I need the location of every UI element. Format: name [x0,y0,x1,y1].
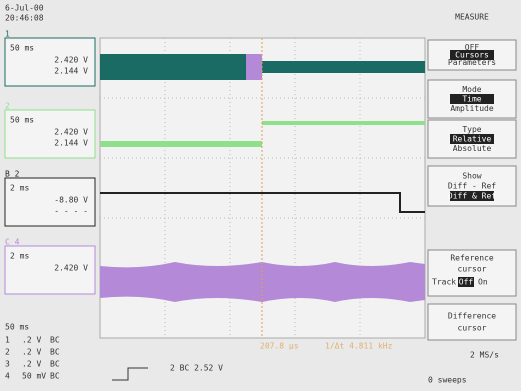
menu-text: Track [432,278,456,287]
channel-setting: BC [50,336,60,345]
menu-text: Relative [453,135,492,144]
menu-text: Diff - Ref [448,182,496,191]
menu-text: Amplitude [450,104,494,113]
channel-setting: BC [50,348,60,357]
timebase: 50 ms [5,323,29,332]
menu-text: On [478,278,488,287]
channel-value: 2.420 V [54,56,88,65]
menu-text: cursor [458,324,487,333]
channel-setting: 4 [5,372,10,381]
channel-label: C 4 [5,238,20,247]
menu-text: Time [462,95,481,104]
channel-timebase: 2 ms [10,252,29,261]
channel-timebase: 2 ms [10,184,29,193]
channel-setting: .2 V [22,336,41,345]
channel-setting: 50 mV [22,372,46,381]
channel-setting: 1 [5,336,10,345]
channel-value: 2.420 V [54,128,88,137]
trigger: 2 BC 2.52 V [170,364,223,373]
menu-text: Reference [450,254,494,263]
channel-setting: BC [50,360,60,369]
channel-timebase: 50 ms [10,116,34,125]
channel-label: B 2 [5,170,20,179]
channel-timebase: 50 ms [10,44,34,53]
measurement: 1/Δt 4.811 kHz [325,342,393,351]
channel-value: 2.420 V [54,264,88,273]
channel-setting: .2 V [22,360,41,369]
menu-text: Show [462,172,481,181]
menu-text: Off [459,278,474,287]
menu-text: Diff & Ref [448,192,496,201]
menu-text: cursor [458,265,487,274]
scope-screen: 6-Jul-00 20:46:08 MEASURE 150 ms2.420 V2… [0,0,521,391]
channel-setting: 2 [5,348,10,357]
channel-label: 1 [5,30,10,39]
menu-title: MEASURE [455,13,489,22]
channel-setting: BC [50,372,60,381]
channel-value: 2.144 V [54,139,88,148]
menu-text: Mode [462,85,481,94]
menu-text: Difference [448,312,496,321]
rate: 2 MS/s [470,351,499,360]
measurement: 207.8 µs [260,342,299,351]
date: 6-Jul-00 [5,4,44,13]
menu-text: Parameters [448,58,496,67]
time: 20:46:08 [5,14,44,23]
channel-setting: .2 V [22,348,41,357]
channel-value: -8.80 V [54,196,88,205]
channel-label: 2 [5,102,10,111]
channel-setting: 3 [5,360,10,369]
channel-value: 2.144 V [54,67,88,76]
channel-value: - - - - [54,207,88,216]
menu-box[interactable] [428,304,516,340]
menu-text: Type [462,125,481,134]
sweeps: 0 sweeps [428,376,467,385]
menu-text: Absolute [453,144,492,153]
